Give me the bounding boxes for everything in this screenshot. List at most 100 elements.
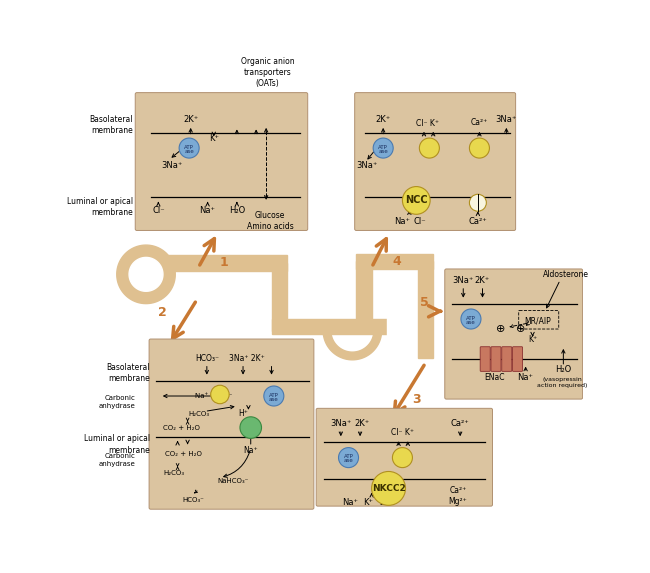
- Text: Na⁺: Na⁺: [200, 206, 216, 215]
- Text: 2K⁺: 2K⁺: [376, 115, 391, 124]
- Text: Basolateral
membrane: Basolateral membrane: [107, 363, 150, 383]
- Text: ase: ase: [378, 148, 388, 154]
- Text: 3Na⁺: 3Na⁺: [356, 160, 378, 170]
- Text: HCO₃⁻: HCO₃⁻: [182, 497, 204, 503]
- Text: ATP: ATP: [184, 145, 194, 150]
- Text: K⁺: K⁺: [528, 335, 537, 344]
- FancyBboxPatch shape: [316, 409, 493, 506]
- Text: Ca²⁺: Ca²⁺: [469, 217, 488, 226]
- Text: Ca²⁺
Mg²⁺: Ca²⁺ Mg²⁺: [448, 486, 467, 506]
- Text: ase: ase: [344, 458, 354, 463]
- Text: NKCC2: NKCC2: [372, 484, 406, 493]
- Circle shape: [240, 417, 261, 438]
- Circle shape: [419, 138, 439, 158]
- Text: Na⁺: Na⁺: [243, 446, 258, 455]
- Polygon shape: [418, 261, 433, 358]
- Text: NCC: NCC: [405, 195, 428, 206]
- Text: ⊕: ⊕: [515, 324, 525, 334]
- Text: H₂O: H₂O: [229, 206, 245, 215]
- Text: 1: 1: [220, 256, 228, 269]
- Text: 3Na⁺ 2K⁺: 3Na⁺ 2K⁺: [229, 354, 265, 363]
- Text: Basolateral
membrane: Basolateral membrane: [90, 115, 133, 135]
- Text: Luminal or apical
membrane: Luminal or apical membrane: [84, 434, 150, 454]
- Text: H₂CO₃: H₂CO₃: [188, 411, 210, 417]
- Circle shape: [373, 138, 393, 158]
- Text: 4: 4: [393, 255, 402, 268]
- Text: Cl⁻: Cl⁻: [152, 206, 164, 215]
- Circle shape: [179, 138, 199, 158]
- Text: ase: ase: [269, 397, 279, 402]
- Polygon shape: [356, 254, 433, 269]
- Text: 3Na⁺: 3Na⁺: [496, 115, 517, 124]
- Polygon shape: [129, 257, 163, 291]
- Text: 2Cl⁻: 2Cl⁻: [380, 498, 398, 507]
- Text: ase: ase: [466, 320, 476, 324]
- Circle shape: [372, 472, 406, 505]
- Text: K⁺: K⁺: [209, 134, 219, 143]
- FancyBboxPatch shape: [513, 347, 523, 371]
- FancyBboxPatch shape: [135, 93, 307, 230]
- Text: Ca²⁺: Ca²⁺: [471, 118, 488, 127]
- Text: 3Na⁺: 3Na⁺: [330, 419, 352, 428]
- Circle shape: [469, 138, 489, 158]
- Text: Na⁺: Na⁺: [342, 498, 358, 507]
- Text: ENaC: ENaC: [484, 373, 504, 382]
- Polygon shape: [323, 331, 382, 360]
- Text: Carbonic
anhydrase: Carbonic anhydrase: [99, 453, 135, 466]
- FancyBboxPatch shape: [480, 347, 490, 371]
- Circle shape: [264, 386, 284, 406]
- Text: Carbonic
anhydrase: Carbonic anhydrase: [99, 395, 135, 409]
- Text: Na⁺: Na⁺: [395, 217, 410, 226]
- Polygon shape: [387, 308, 414, 358]
- Text: Cl⁻ K⁺: Cl⁻ K⁺: [391, 429, 414, 437]
- Text: Aldosterone: Aldosterone: [543, 270, 589, 279]
- Circle shape: [339, 448, 359, 468]
- Text: CO₂ + H₂O: CO₂ + H₂O: [163, 425, 200, 431]
- FancyBboxPatch shape: [491, 347, 501, 371]
- Text: 3Na⁺: 3Na⁺: [452, 276, 474, 285]
- FancyBboxPatch shape: [502, 347, 512, 371]
- Ellipse shape: [469, 194, 486, 211]
- Text: H₂CO₃: H₂CO₃: [163, 470, 184, 476]
- Text: NaHCO₃⁻: NaHCO₃⁻: [217, 478, 249, 485]
- Circle shape: [393, 448, 413, 468]
- Text: Glucose
Amino acids: Glucose Amino acids: [246, 211, 293, 231]
- Polygon shape: [160, 255, 287, 270]
- Text: 3Na⁺: 3Na⁺: [161, 160, 183, 170]
- Text: Luminal or apical
membrane: Luminal or apical membrane: [67, 197, 133, 217]
- Text: H⁺: H⁺: [238, 409, 248, 418]
- Text: MR/AIP: MR/AIP: [524, 316, 551, 325]
- Text: 2K⁺: 2K⁺: [355, 419, 370, 428]
- Circle shape: [211, 385, 229, 404]
- Text: 3: 3: [412, 393, 421, 406]
- Circle shape: [402, 187, 430, 214]
- Text: Organic anion
transporters
(OATs): Organic anion transporters (OATs): [241, 57, 294, 88]
- Text: HCO₃⁻: HCO₃⁻: [195, 354, 219, 363]
- Text: ase: ase: [184, 148, 194, 154]
- FancyBboxPatch shape: [355, 93, 515, 230]
- FancyBboxPatch shape: [445, 269, 582, 399]
- Circle shape: [461, 309, 481, 329]
- Polygon shape: [356, 261, 372, 331]
- Text: Cl⁻: Cl⁻: [414, 217, 426, 226]
- Polygon shape: [117, 245, 176, 304]
- Text: ATP: ATP: [344, 454, 354, 460]
- Polygon shape: [387, 308, 413, 320]
- Polygon shape: [272, 263, 287, 331]
- Text: 2: 2: [158, 305, 166, 319]
- Text: H₂O: H₂O: [555, 366, 571, 374]
- Text: Cl⁻ K⁺: Cl⁻ K⁺: [417, 119, 439, 128]
- Text: ATP: ATP: [269, 393, 279, 398]
- Text: Na⁺ HCO₃⁻: Na⁺ HCO₃⁻: [194, 393, 232, 399]
- Text: (vasopressin
action required): (vasopressin action required): [538, 377, 588, 387]
- Text: ATP: ATP: [466, 316, 476, 321]
- Text: 2K⁺: 2K⁺: [183, 115, 198, 124]
- Text: 5: 5: [420, 296, 428, 309]
- FancyBboxPatch shape: [149, 339, 314, 509]
- Polygon shape: [272, 319, 387, 335]
- Text: ATP: ATP: [378, 145, 388, 150]
- Text: K⁺: K⁺: [363, 498, 373, 507]
- Text: Ca²⁺: Ca²⁺: [451, 419, 469, 428]
- Text: Na⁺: Na⁺: [517, 373, 534, 382]
- Text: ⊕: ⊕: [495, 324, 505, 334]
